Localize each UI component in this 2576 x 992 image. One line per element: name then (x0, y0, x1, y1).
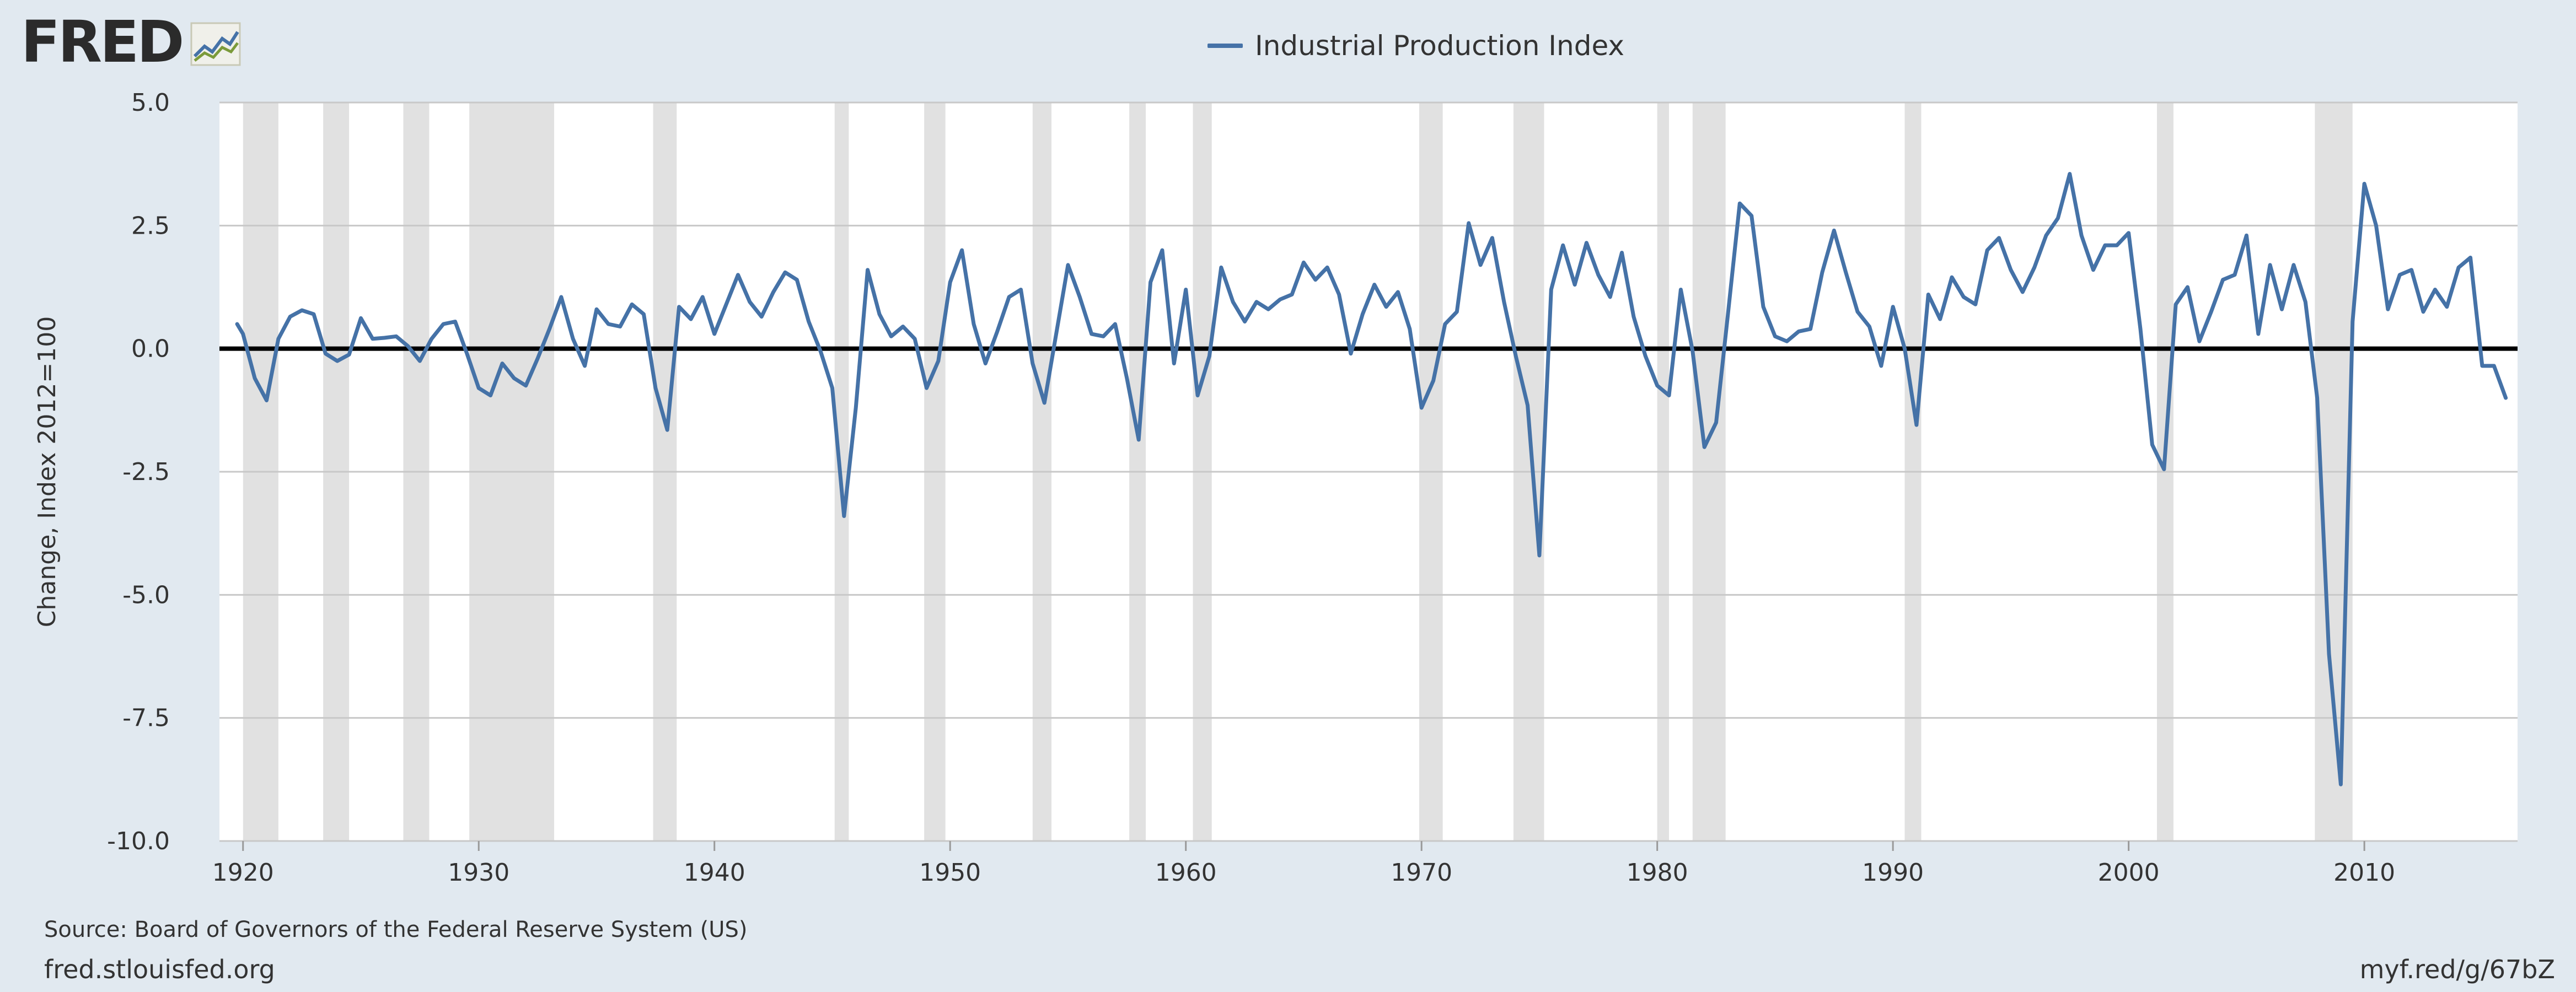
x-tick-label: 1930 (448, 859, 509, 887)
x-tick-label: 1920 (212, 859, 274, 887)
gridlines (219, 101, 2518, 842)
short-link[interactable]: myf.red/g/67bZ (2359, 955, 2555, 984)
y-tick-label: -7.5 (122, 704, 170, 732)
source-note: Source: Board of Governors of the Federa… (44, 917, 748, 942)
fred-logo[interactable]: FRED (21, 13, 241, 71)
x-axis-ticks: 1920 1930 1940 1950 1960 1970 1980 1990 2000 2010 (212, 841, 2395, 887)
legend-label: Industrial Production Index (1255, 30, 1624, 62)
logo-text: FRED (21, 8, 184, 76)
x-tick-label: 1950 (919, 859, 981, 887)
x-tick-label: 1940 (684, 859, 745, 887)
x-tick-label: 1970 (1391, 859, 1452, 887)
legend-swatch (1208, 44, 1243, 48)
line-chart-icon (190, 22, 241, 68)
series (235, 172, 2508, 786)
y-tick-label: -2.5 (122, 458, 170, 486)
y-tick-label: 2.5 (131, 212, 170, 240)
x-tick-label: 1980 (1627, 859, 1688, 887)
y-tick-label: 5.0 (131, 89, 170, 117)
series-line (235, 172, 2508, 786)
x-tick-label: 2010 (2333, 859, 2395, 887)
y-tick-label: -5.0 (122, 581, 170, 609)
y-tick-label: 0.0 (131, 335, 170, 363)
y-tick-label: -10.0 (107, 827, 170, 855)
x-tick-label: 1990 (1862, 859, 1924, 887)
legend: Industrial Production Index (1208, 30, 1624, 62)
y-axis-label: Change, Index 2012=100 (33, 316, 61, 627)
x-tick-label: 2000 (2098, 859, 2160, 887)
x-tick-label: 1960 (1155, 859, 1217, 887)
site-link[interactable]: fred.stlouisfed.org (44, 955, 275, 984)
y-axis-ticks: 5.0 2.5 0.0 -2.5 -5.0 -7.5 -10.0 (107, 89, 170, 855)
